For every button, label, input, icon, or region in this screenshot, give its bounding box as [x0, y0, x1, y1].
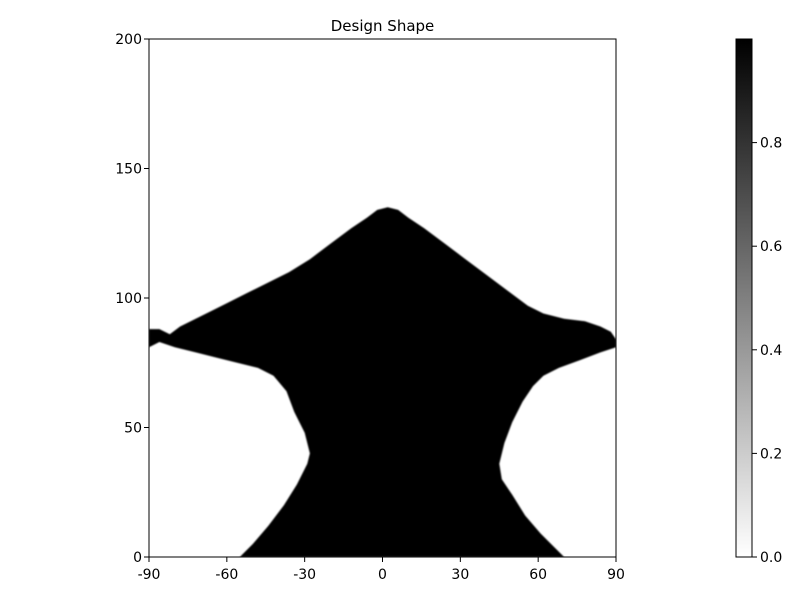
colorbar-tick-label: 0.8 — [760, 136, 782, 152]
y-tick-label: 100 — [115, 291, 142, 307]
y-tick-label: 200 — [115, 32, 142, 48]
y-axis: 0 50 100 150 200 — [115, 32, 149, 566]
colorbar-gradient — [736, 39, 752, 557]
colorbar: 0.0 0.2 0.4 0.6 0.8 — [735, 38, 782, 566]
x-tick-label: -60 — [215, 567, 238, 583]
y-tick-label: 150 — [115, 162, 142, 178]
x-axis: -90 -60 -30 0 30 60 90 — [138, 557, 625, 583]
x-tick-label: -90 — [138, 567, 161, 583]
x-tick-label: -30 — [293, 567, 316, 583]
colorbar-tick-label: 0.6 — [760, 239, 782, 255]
x-tick-label: 60 — [529, 567, 547, 583]
design-shape — [149, 207, 616, 557]
colorbar-frame — [735, 38, 753, 558]
colorbar-tick-label: 0.0 — [760, 550, 782, 566]
x-tick-label: 90 — [607, 567, 625, 583]
x-tick-label: 30 — [451, 567, 469, 583]
plot-area — [148, 38, 617, 558]
colorbar-ticks: 0.0 0.2 0.4 0.6 0.8 — [752, 136, 782, 566]
chart-title: Design Shape — [331, 17, 435, 35]
y-tick-label: 50 — [124, 421, 142, 437]
y-tick-label: 0 — [133, 550, 142, 566]
x-tick-label: 0 — [378, 567, 387, 583]
colorbar-tick-label: 0.4 — [760, 343, 782, 359]
colorbar-tick-label: 0.2 — [760, 446, 782, 462]
